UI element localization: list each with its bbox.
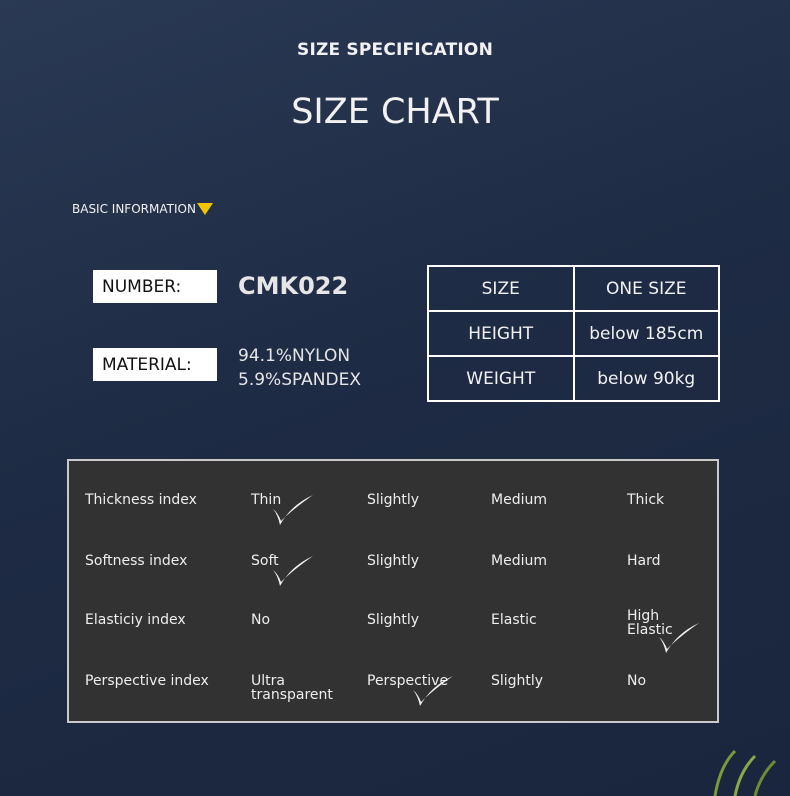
material-value: 94.1%NYLON 5.9%SPANDEX	[238, 344, 361, 392]
index-option: Perspective	[367, 673, 449, 689]
index-option: Thin	[251, 492, 282, 508]
triangle-down-icon	[196, 203, 213, 215]
index-option: High Elastic	[627, 608, 673, 638]
table-cell: SIZE	[427, 265, 575, 312]
index-option: Hard	[627, 553, 661, 569]
index-option: No	[627, 673, 647, 689]
fabric-index-panel: Thickness index Thin Slightly Medium Thick So…	[67, 459, 719, 723]
index-option: No	[251, 612, 271, 628]
basic-information-label: BASIC INFORMATION	[72, 202, 196, 216]
index-option: Thick	[627, 492, 665, 508]
index-option: Slightly	[491, 673, 544, 689]
material-line: 5.9%SPANDEX	[238, 370, 361, 390]
index-option: Ultra transparent	[251, 673, 333, 703]
index-option: Medium	[491, 553, 547, 569]
table-row: SIZE ONE SIZE	[427, 265, 720, 312]
table-row: HEIGHT below 185cm	[427, 310, 720, 357]
checkmark-icon	[273, 556, 313, 586]
index-option: Slightly	[367, 492, 420, 508]
table-cell: ONE SIZE	[572, 265, 720, 312]
checkmark-icon	[413, 676, 453, 706]
table-row: WEIGHT below 90kg	[427, 355, 720, 402]
index-option: Elastic	[491, 612, 537, 628]
number-value: CMK022	[238, 272, 349, 300]
number-label: NUMBER:	[93, 270, 217, 303]
index-name: Elasticiy index	[85, 612, 186, 628]
plant-leaf-decoration	[713, 749, 777, 796]
checkmark-icon	[273, 495, 313, 525]
index-option: Slightly	[367, 553, 420, 569]
material-label: MATERIAL:	[93, 348, 217, 381]
section-subtitle: SIZE SPECIFICATION	[297, 40, 493, 60]
index-option: Slightly	[367, 612, 420, 628]
table-cell: below 90kg	[572, 355, 720, 402]
index-name: Softness index	[85, 553, 188, 569]
basic-information-heading: BASIC INFORMATION	[72, 202, 213, 216]
index-option: Medium	[491, 492, 547, 508]
page-title: SIZE CHART	[291, 92, 499, 132]
checkmark-icon	[659, 623, 699, 653]
index-name: Perspective index	[85, 673, 209, 689]
material-line: 94.1%NYLON	[238, 346, 351, 366]
table-cell: HEIGHT	[427, 310, 575, 357]
index-name: Thickness index	[85, 492, 197, 508]
index-option: Soft	[251, 553, 279, 569]
table-cell: below 185cm	[572, 310, 720, 357]
table-cell: WEIGHT	[427, 355, 575, 402]
size-table: SIZE ONE SIZE HEIGHT below 185cm WEIGHT bel…	[427, 265, 720, 402]
